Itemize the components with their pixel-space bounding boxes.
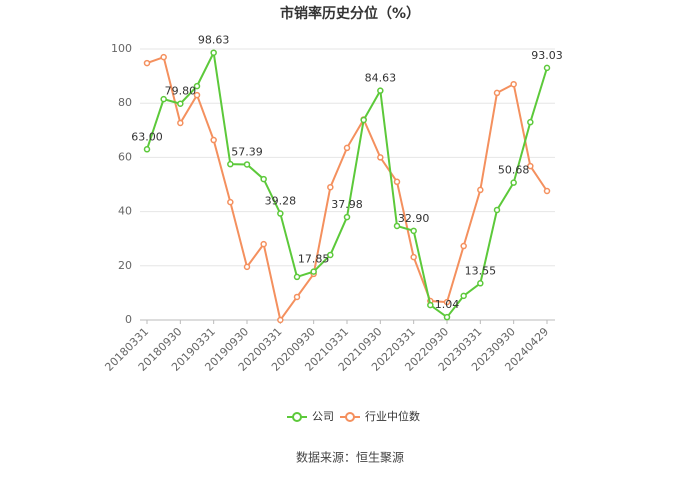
series-line [146, 49, 548, 319]
data-label: 1.04 [435, 298, 460, 311]
point [210, 136, 217, 144]
data-label: 84.63 [365, 72, 397, 85]
point [310, 268, 317, 275]
point [327, 183, 334, 191]
point [527, 118, 534, 126]
data-label: 13.55 [465, 264, 497, 277]
point [493, 206, 501, 214]
point [377, 87, 384, 94]
point [177, 100, 184, 107]
data-label: 32.90 [398, 212, 430, 225]
source: 数据来源：恒生聚源 [296, 450, 404, 465]
point [227, 198, 234, 206]
point [443, 313, 451, 321]
point [393, 222, 401, 230]
point [293, 293, 301, 301]
point [243, 263, 251, 271]
point [227, 160, 234, 168]
point [410, 227, 417, 235]
point [260, 240, 267, 248]
point [343, 213, 351, 221]
y-tick-label: 40 [118, 205, 132, 218]
point [510, 80, 517, 88]
point [410, 253, 417, 261]
data-label: 17.85 [298, 253, 330, 266]
point [427, 301, 434, 309]
legend-label: 公司 [312, 410, 334, 423]
point [260, 175, 267, 183]
point [477, 280, 484, 287]
point [143, 59, 151, 67]
y-tick-label: 80 [118, 96, 132, 109]
point [210, 49, 217, 56]
point [527, 162, 534, 170]
legend-marker [292, 412, 302, 422]
series-line [146, 55, 548, 323]
point [543, 187, 551, 195]
point [327, 251, 334, 259]
point [277, 316, 284, 324]
point [360, 116, 367, 124]
y-tick-label: 20 [118, 259, 132, 272]
data-label: 98.63 [198, 34, 230, 47]
data-label: 93.03 [531, 49, 563, 62]
point [193, 91, 201, 99]
point [160, 53, 167, 61]
point [377, 154, 384, 161]
y-tick-label: 60 [118, 150, 132, 163]
point [243, 161, 251, 168]
data-label: 37.98 [331, 198, 363, 211]
point [193, 82, 201, 90]
legend-label: 行业中位数 [365, 409, 420, 423]
point [143, 146, 151, 153]
data-label: 63.00 [131, 130, 163, 143]
y-tick-label: 0 [125, 313, 132, 326]
chart-title: 市销率历史分位（%） [280, 5, 420, 22]
point [477, 186, 484, 194]
legend-marker [345, 412, 355, 422]
data-label: 57.39 [231, 145, 263, 158]
point [277, 210, 284, 217]
point [343, 144, 351, 152]
point [443, 298, 451, 306]
data-label: 39.28 [265, 195, 297, 208]
data-label: 50.68 [498, 164, 530, 177]
y-tick-label: 100 [111, 42, 132, 55]
point [493, 89, 501, 97]
point [393, 178, 401, 186]
point [460, 242, 467, 250]
point [460, 292, 467, 300]
data-label: 79.80 [165, 85, 197, 98]
point [177, 119, 184, 127]
point [543, 64, 551, 72]
point [293, 273, 301, 281]
point [510, 179, 517, 186]
point [160, 95, 167, 103]
